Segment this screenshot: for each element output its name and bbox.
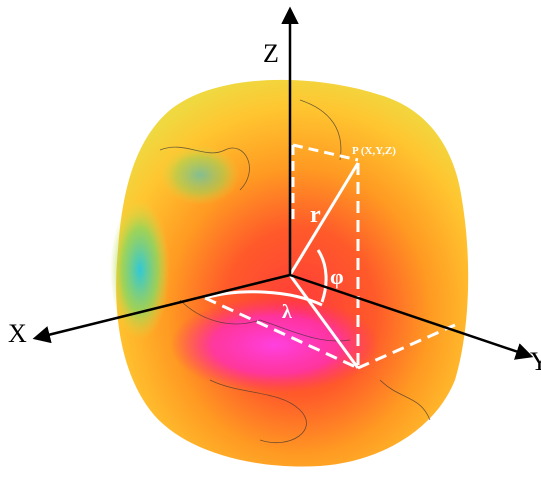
x-axis-label: X [8, 319, 27, 348]
green-region [160, 145, 240, 205]
z-axis-label: Z [263, 39, 279, 68]
y-axis-label: Y [530, 347, 541, 376]
magenta-region [170, 297, 380, 393]
point-label: P (X,Y,Z) [352, 145, 396, 157]
longitude-label: λ [282, 301, 292, 323]
latitude-label: φ [330, 264, 344, 289]
geoid-diagram: Z X Y P (X,Y,Z) r φ λ [0, 0, 541, 481]
cyan-region [110, 200, 170, 340]
radius-label: r [310, 202, 321, 228]
